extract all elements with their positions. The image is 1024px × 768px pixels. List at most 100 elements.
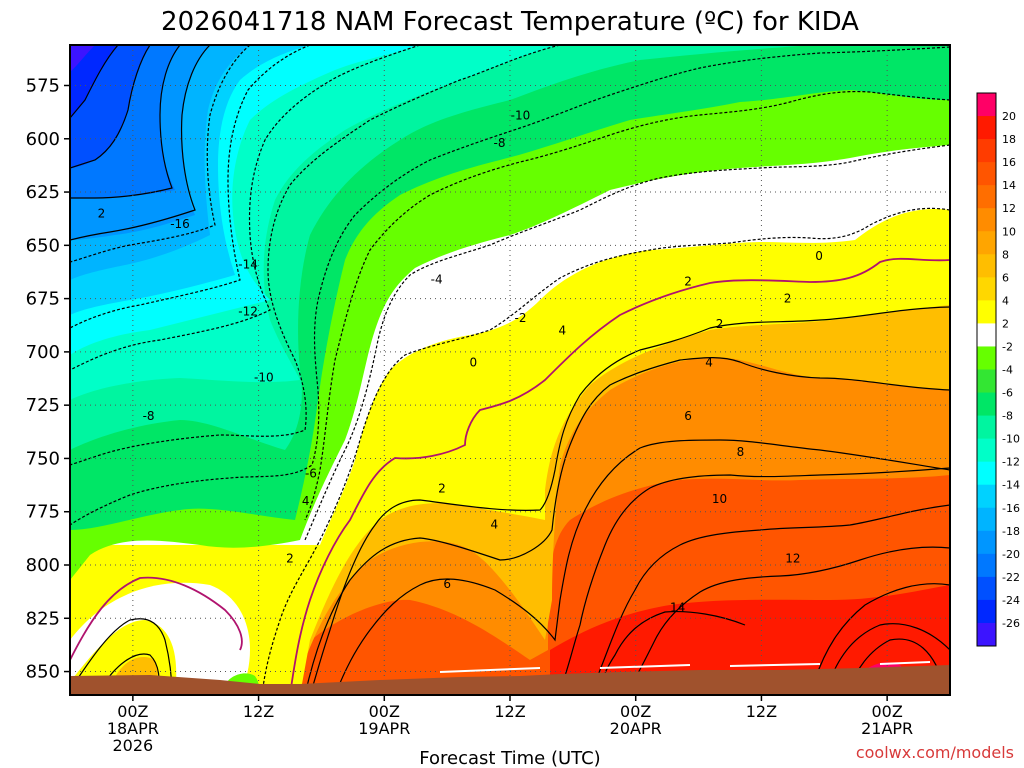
contour-10 — [584, 504, 950, 695]
colorbar-label--10: -10 — [1002, 433, 1020, 446]
contour-minus-14 — [70, 45, 311, 329]
contour-label--4-0: -4 — [431, 272, 443, 286]
contour-label-2-5: 2 — [98, 206, 106, 220]
x-tick-label-42-1: 12Z — [494, 702, 525, 721]
colorbar-swatch-20 — [977, 116, 996, 140]
contour-label--8-0: -8 — [143, 409, 155, 423]
plot-area — [70, 45, 950, 695]
colorbar-swatch--14 — [977, 484, 996, 509]
colorbar-label--14: -14 — [1002, 479, 1020, 492]
y-tick-label-600: 600 — [26, 129, 60, 150]
contour-lines — [70, 45, 950, 695]
contour-minus-4 — [304, 144, 950, 541]
contour-labels: 0 0 2 2 2 2 2 2 4 4 4 4 6 6 8 10 12 14 -2 -4 -6 -8 -8 -10 -10 -12… — [98, 108, 823, 615]
contour-minus-16 — [70, 45, 251, 263]
colorbar-swatch-2 — [977, 323, 996, 347]
colorbar-swatch-6 — [977, 277, 996, 301]
contour-label--2-0: -2 — [514, 311, 526, 325]
contour-label-4-1: 4 — [302, 494, 310, 508]
contour-label--6-0: -6 — [305, 466, 317, 480]
contour-label-14-0: 14 — [670, 601, 685, 615]
y-tick-label-775: 775 — [26, 502, 60, 523]
y-tick-label-850: 850 — [26, 662, 60, 683]
contour-label-2-1: 2 — [286, 552, 294, 566]
colorbar-swatch--20 — [977, 553, 996, 578]
contour-label-0-1: 0 — [815, 249, 823, 263]
colorbar-label--4: -4 — [1002, 364, 1013, 377]
colorbar-label-18: 18 — [1002, 133, 1016, 146]
colorbar-swatch-8 — [977, 254, 996, 278]
contour-label-2-4: 2 — [784, 292, 792, 306]
contour-label--14-0: -14 — [238, 258, 258, 272]
colorbar-label-6: 6 — [1002, 271, 1009, 284]
contour-label-6-1: 6 — [684, 409, 692, 423]
contour-4 — [304, 357, 950, 695]
contour-label--12-0: -12 — [238, 304, 258, 318]
surface-white-streaks — [439, 661, 931, 673]
colorbar-swatch--26 — [977, 622, 996, 647]
contour-minus-22 — [70, 45, 151, 169]
colorbar-swatch--2 — [977, 346, 996, 370]
contour-label-2-2: 2 — [716, 317, 724, 331]
terrain — [70, 665, 950, 695]
contour-minus-8 — [70, 46, 950, 526]
contour-label--10-0: -10 — [254, 370, 274, 384]
colorbar-swatch-4 — [977, 300, 996, 324]
colorbar-frame — [976, 92, 997, 647]
colorbar-swatch-12 — [977, 208, 996, 232]
contour-label--16-0: -16 — [170, 217, 190, 231]
contour-minus-18 — [70, 45, 211, 241]
colorbar-label--26: -26 — [1002, 617, 1020, 630]
credit-text: coolwx.com/models — [856, 743, 1014, 762]
colorbar-swatch-18 — [977, 139, 996, 163]
contour-label-12-0: 12 — [785, 552, 800, 566]
y-tick-label-675: 675 — [26, 289, 60, 310]
y-tick-label-575: 575 — [26, 75, 60, 96]
contour-0-left — [70, 576, 243, 661]
colorbar-swatch-10 — [977, 231, 996, 255]
colorbar-label-20: 20 — [1002, 110, 1016, 123]
y-tick-label-800: 800 — [26, 555, 60, 576]
colorbar-label-12: 12 — [1002, 202, 1016, 215]
y-tick-label-650: 650 — [26, 235, 60, 256]
chart-title: 2026041718 NAM Forecast Temperature (ºC)… — [161, 7, 859, 37]
colorbar-swatch-16 — [977, 162, 996, 186]
contour-label-2-3: 2 — [684, 275, 692, 289]
y-tick-label-750: 750 — [26, 448, 60, 469]
colorbar-label-8: 8 — [1002, 248, 1009, 261]
contour-minus-2 — [261, 207, 950, 695]
colorbar-swatch-22 — [977, 93, 996, 117]
contour-label-10-0: 10 — [712, 492, 727, 506]
colorbar-label--12: -12 — [1002, 456, 1020, 469]
contour-minus-10 — [70, 45, 561, 466]
grid — [70, 45, 950, 695]
contour-label-8-0: 8 — [737, 445, 745, 459]
x-axis-title: Forecast Time (UTC) — [419, 748, 600, 768]
contour-label-2-0: 2 — [438, 481, 446, 495]
colorbar: 20 18 16 14 12 10 8 6 4 2 -2 -4 -6 -8 -10 -12 -14 -16 -18 -… — [976, 92, 1020, 647]
colorbar-swatch--8 — [977, 415, 996, 440]
colorbar-swatch--16 — [977, 507, 996, 532]
contour-label-4-3: 4 — [705, 356, 713, 370]
contour-label-4-0: 4 — [490, 518, 498, 532]
colorbar-label-4: 4 — [1002, 294, 1009, 307]
x-tick-label-78-2: 21APR — [861, 719, 913, 738]
colorbar-label--8: -8 — [1002, 410, 1013, 423]
colorbar-label-16: 16 — [1002, 156, 1016, 169]
colorbar-swatch--4 — [977, 369, 996, 394]
contour-minus-12 — [70, 45, 421, 371]
contour-0 — [289, 257, 950, 695]
y-tick-label-725: 725 — [26, 395, 60, 416]
colorbar-swatch-14 — [977, 185, 996, 209]
colorbar-label--22: -22 — [1002, 571, 1020, 584]
contour-minus-24 — [70, 45, 119, 119]
colorbar-swatch--22 — [977, 576, 996, 601]
x-tick-label-6-3: 2026 — [112, 736, 153, 755]
y-axis: 575 600 625 650 675 700 725 750 775 800 825 850 — [26, 75, 70, 683]
x-tick-label-54-2: 20APR — [610, 719, 662, 738]
contour-label-0-0: 0 — [470, 356, 478, 370]
colorbar-label--20: -20 — [1002, 548, 1020, 561]
contour-label--10-1: -10 — [511, 108, 531, 122]
